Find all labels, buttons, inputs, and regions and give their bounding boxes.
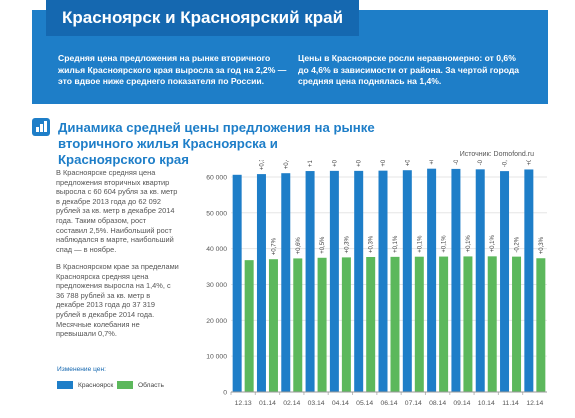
x-tick-label: 11.14 <box>502 400 519 407</box>
legend-swatch-krasnoyarsk <box>57 381 73 389</box>
change-label-krasnoyarsk: -0,8% <box>503 160 509 167</box>
change-label-krasnoyarsk: +1,0% <box>308 160 314 167</box>
bar-krasnoyarsk <box>402 170 412 392</box>
bar-krasnoyarsk <box>500 171 510 392</box>
change-label-oblast: +0,6% <box>296 237 302 255</box>
change-label-oblast: +0,1% <box>490 235 496 253</box>
source-note: Источник: Domofond.ru <box>460 151 534 158</box>
x-tick-label: 05.14 <box>356 400 373 407</box>
bar-oblast <box>463 256 473 392</box>
y-tick-label: 20 000 <box>206 318 227 325</box>
change-label-krasnoyarsk: +0,1% <box>381 160 387 167</box>
y-tick-label: 40 000 <box>206 246 227 253</box>
y-tick-label: 10 000 <box>206 354 227 361</box>
bar-krasnoyarsk <box>475 169 485 392</box>
y-tick-label: 50 000 <box>206 210 227 217</box>
x-tick-label: 04.14 <box>332 400 349 407</box>
header-text-right: Цены в Красноярске росли неравномерно: о… <box>298 53 520 87</box>
change-label-krasnoyarsk: -0,2% <box>478 160 484 165</box>
x-tick-label: 01.14 <box>259 400 276 407</box>
price-bar-chart: 0 10 000 20 000 30 000 40 000 50 000 60 000 12.… <box>206 160 547 407</box>
bar-oblast <box>293 258 303 392</box>
bar-oblast <box>512 256 522 392</box>
bar-krasnoyarsk <box>305 171 315 392</box>
bar-krasnoyarsk <box>256 174 266 392</box>
change-label-oblast: +0,5% <box>320 236 326 254</box>
change-label-krasnoyarsk: +0,7% <box>430 160 436 165</box>
change-label-krasnoyarsk: +0,0% <box>357 160 363 167</box>
bar-oblast <box>536 258 546 392</box>
bar-krasnoyarsk <box>232 174 242 392</box>
y-tick-label: 30 000 <box>206 282 227 289</box>
header-text-left: Средняя цена предложения на рынке вторич… <box>58 53 287 87</box>
change-label-krasnoyarsk: +0,4% <box>284 160 290 169</box>
bar-oblast <box>366 256 376 392</box>
change-label-oblast: +0,1% <box>442 235 448 253</box>
x-tick-label: 12.13 <box>235 400 252 407</box>
x-tick-label: 06.14 <box>380 400 397 407</box>
bar-krasnoyarsk <box>329 170 339 392</box>
change-label-oblast: +0,7% <box>271 237 277 255</box>
bar-chart-icon <box>32 118 50 136</box>
x-tick-label: 10.14 <box>478 400 495 407</box>
bar-krasnoyarsk <box>451 168 461 392</box>
bar-oblast <box>390 256 400 392</box>
change-label-oblast: +0,3% <box>539 236 545 254</box>
change-label-oblast: +0,1% <box>417 235 423 253</box>
x-tick-label: 02.14 <box>283 400 300 407</box>
x-tick-label: 07.14 <box>405 400 422 407</box>
change-label-krasnoyarsk: +0,3% <box>259 160 265 170</box>
x-tick-label: 09.14 <box>453 400 470 407</box>
x-tick-label: 08.14 <box>429 400 446 407</box>
change-label-oblast: +0,1% <box>393 235 399 253</box>
bar-oblast <box>268 259 278 392</box>
x-tick-label: 03.14 <box>308 400 325 407</box>
bar-oblast <box>317 257 327 392</box>
bar-krasnoyarsk <box>524 169 534 392</box>
y-tick-label: 60 000 <box>206 174 227 181</box>
bar-oblast <box>414 256 424 392</box>
y-tick-label: 0 <box>223 390 227 397</box>
x-tick-label: 12.14 <box>526 400 543 407</box>
source-label: Источник: <box>459 151 492 158</box>
legend-label-oblast: Область <box>138 381 164 389</box>
bar-oblast <box>439 256 449 392</box>
bar-krasnoyarsk <box>427 168 437 392</box>
bar-krasnoyarsk <box>281 173 291 392</box>
plot-area <box>231 168 547 392</box>
bar-oblast <box>244 260 254 392</box>
legend-label-krasnoyarsk: Красноярск <box>78 381 114 389</box>
header-banner: Красноярск и Красноярский край Средняя ц… <box>0 0 575 104</box>
source-value: Domofond.ru <box>493 151 534 158</box>
bar-oblast <box>487 256 497 392</box>
bar-krasnoyarsk <box>354 170 364 392</box>
section-title: Динамика средней цены предложения на рын… <box>58 120 375 167</box>
legend-item-oblast: Область <box>117 381 164 389</box>
change-label-oblast: +0,3% <box>369 235 375 253</box>
legend-title: Изменение цен: <box>57 366 106 373</box>
body-paragraph-1: В Красноярске средняя цена предложения в… <box>56 168 178 254</box>
change-label-oblast: -0,2% <box>515 236 521 252</box>
legend-swatch-oblast <box>117 381 133 389</box>
bar-krasnoyarsk <box>378 170 388 392</box>
legend-item-krasnoyarsk: Красноярск <box>57 381 113 389</box>
body-paragraph-2: В Красноярском крае за пределами Красноя… <box>56 262 179 339</box>
change-label-krasnoyarsk: +0,2% <box>405 160 411 166</box>
change-label-krasnoyarsk: +0,1% <box>332 160 338 167</box>
change-label-oblast: +0,3% <box>344 236 350 254</box>
bar-oblast <box>341 257 351 392</box>
change-label-oblast: +0,1% <box>466 235 472 253</box>
change-label-krasnoyarsk: +0,7% <box>527 160 533 165</box>
change-label-krasnoyarsk: -0,1% <box>454 160 460 165</box>
page-title: Красноярск и Красноярский край <box>46 0 360 36</box>
